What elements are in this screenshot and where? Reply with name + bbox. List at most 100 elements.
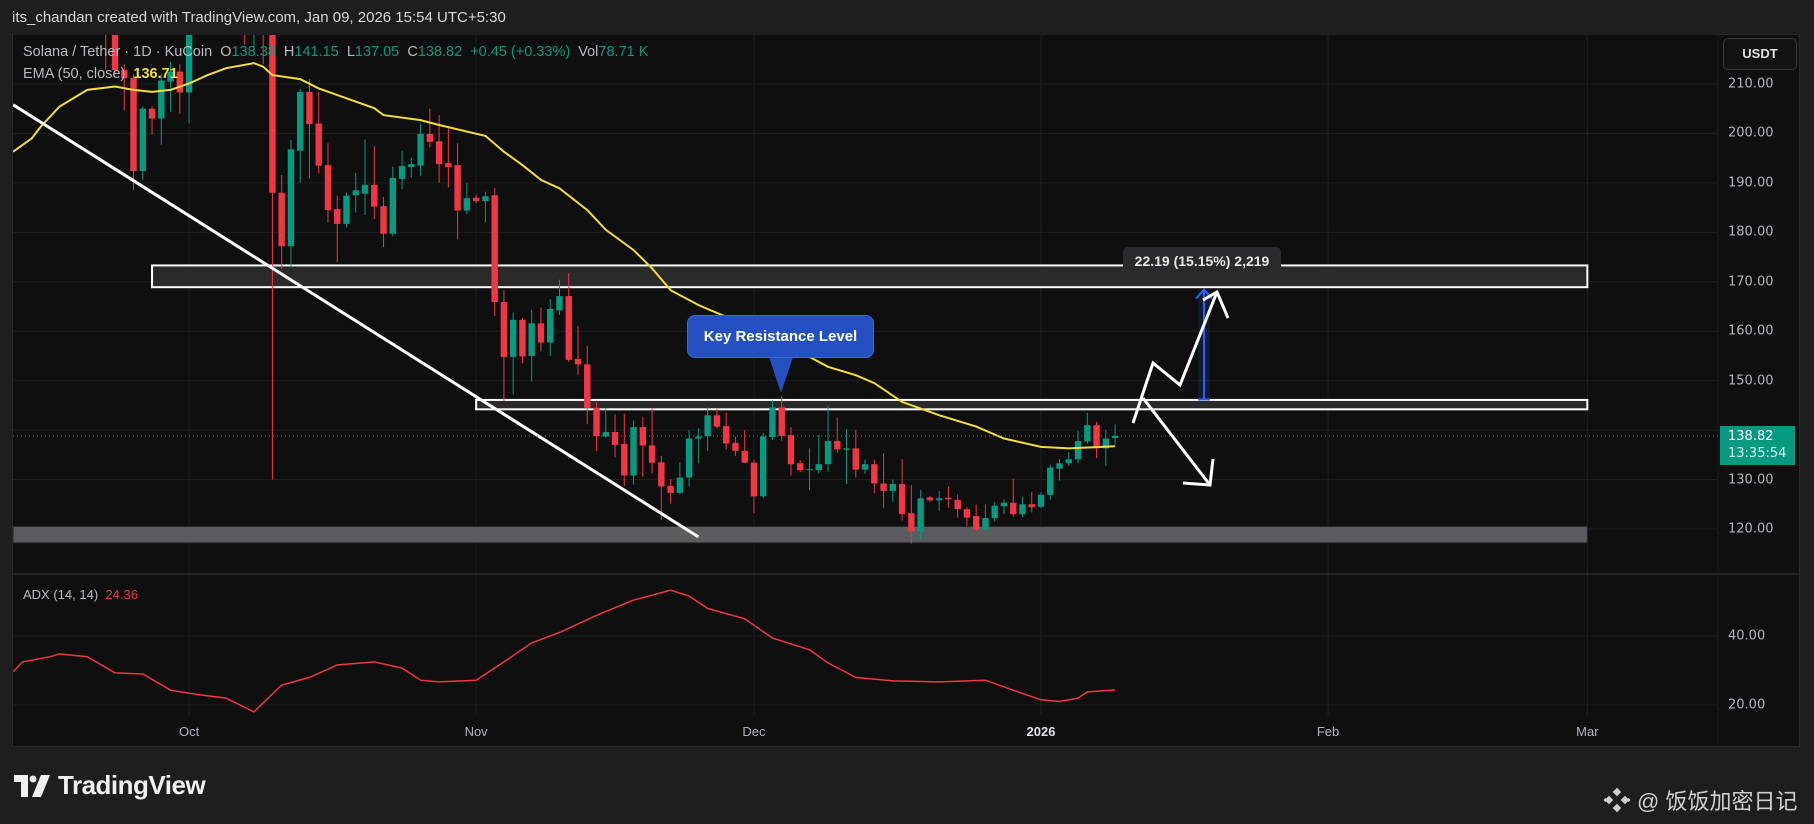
candle <box>334 195 341 262</box>
candle-body <box>1102 438 1110 449</box>
candle-body <box>185 35 193 93</box>
candle-body <box>1074 440 1082 460</box>
candle <box>269 35 276 480</box>
candle-body <box>103 0 109 25</box>
candle-body <box>509 319 517 357</box>
currency-button[interactable]: USDT <box>1723 38 1797 70</box>
candle <box>621 413 628 486</box>
candle-body <box>371 184 378 207</box>
candle-body <box>861 464 869 470</box>
candle-body <box>972 516 980 530</box>
candle-body <box>241 0 247 35</box>
candle <box>158 74 165 145</box>
candle <box>417 123 424 176</box>
candle-body <box>1010 502 1017 515</box>
support-zone <box>13 525 1588 544</box>
candle <box>528 309 535 382</box>
candle-body <box>880 483 887 491</box>
candle <box>130 74 137 190</box>
candle <box>815 435 822 474</box>
adx-line <box>13 589 1116 713</box>
candle <box>463 182 471 215</box>
candle-body <box>491 195 498 303</box>
adx-tick: 40.00 <box>1728 628 1766 644</box>
candle-body <box>1000 502 1008 507</box>
binance-icon <box>1603 787 1631 813</box>
resistance-zone <box>151 264 1589 289</box>
candle <box>10 0 16 15</box>
candle <box>223 0 229 10</box>
ema-legend[interactable]: EMA (50, close) 136.71 <box>23 66 178 82</box>
candle <box>991 502 998 522</box>
candle-body <box>852 448 859 470</box>
change-value: +0.45 (+0.33%) <box>470 44 571 60</box>
time-tick: Oct <box>178 724 200 739</box>
candle-body <box>954 499 961 510</box>
candle <box>1019 496 1026 518</box>
candle <box>1093 421 1100 459</box>
candle-body <box>158 80 165 119</box>
descending-trendline <box>13 103 700 539</box>
candle <box>491 187 498 316</box>
candle-body <box>824 440 832 465</box>
candle <box>778 395 785 441</box>
candle-body <box>482 196 489 202</box>
candle <box>611 414 619 458</box>
candle-body <box>389 177 396 234</box>
candle <box>482 191 489 223</box>
candle-body <box>1028 504 1035 508</box>
candle <box>435 115 443 183</box>
candle <box>1028 491 1035 513</box>
candle-body <box>315 123 322 166</box>
candle-body <box>269 35 276 193</box>
low-value: 137.05 <box>354 44 400 60</box>
candle <box>509 312 517 395</box>
open-value: 138.38 <box>231 44 276 60</box>
chart-frame <box>12 34 1800 747</box>
candle-body <box>195 0 201 25</box>
candle-body <box>334 209 341 224</box>
candle <box>176 64 184 114</box>
measure-label[interactable]: 22.19 (15.15%) 2,219 <box>1123 247 1281 276</box>
candle-body <box>435 141 443 165</box>
price-tick: 160.00 <box>1728 323 1774 339</box>
watermark-text: @ 饭饭加密日记 <box>1637 789 1798 814</box>
candle <box>565 273 572 362</box>
candle-body <box>991 505 998 519</box>
candle-body <box>871 464 878 484</box>
candle <box>982 504 989 533</box>
candle-body <box>297 91 304 151</box>
candle-body <box>1019 504 1026 515</box>
candle <box>741 430 748 464</box>
candle-body <box>139 108 146 172</box>
candle-body <box>797 463 804 471</box>
candle <box>389 166 396 237</box>
candle <box>426 108 434 148</box>
candle <box>253 35 255 47</box>
bar-countdown: 13:35:54 <box>1728 446 1787 461</box>
last-price-value: 138.82 <box>1728 429 1774 444</box>
candle <box>769 400 776 440</box>
candle <box>1056 459 1063 481</box>
candle-body <box>787 435 795 465</box>
candle <box>954 494 961 518</box>
candle-body <box>917 498 924 532</box>
candle <box>204 0 210 5</box>
candle-body <box>519 319 526 357</box>
candle-body <box>537 323 545 343</box>
candle <box>547 299 554 356</box>
candle <box>1010 478 1017 517</box>
candle-body <box>445 163 452 168</box>
candle <box>324 143 332 223</box>
adx-legend[interactable]: ADX (14, 14) 24.36 <box>23 587 138 602</box>
key-resistance-callout[interactable]: Key Resistance Level <box>687 315 874 358</box>
candle <box>972 504 980 532</box>
candle-body <box>398 166 406 179</box>
candle-body <box>1037 494 1045 507</box>
ema-line <box>13 62 1116 450</box>
candle <box>732 436 739 456</box>
candle-body <box>1056 463 1063 469</box>
candle-body <box>593 407 600 437</box>
candle-body <box>574 358 582 365</box>
